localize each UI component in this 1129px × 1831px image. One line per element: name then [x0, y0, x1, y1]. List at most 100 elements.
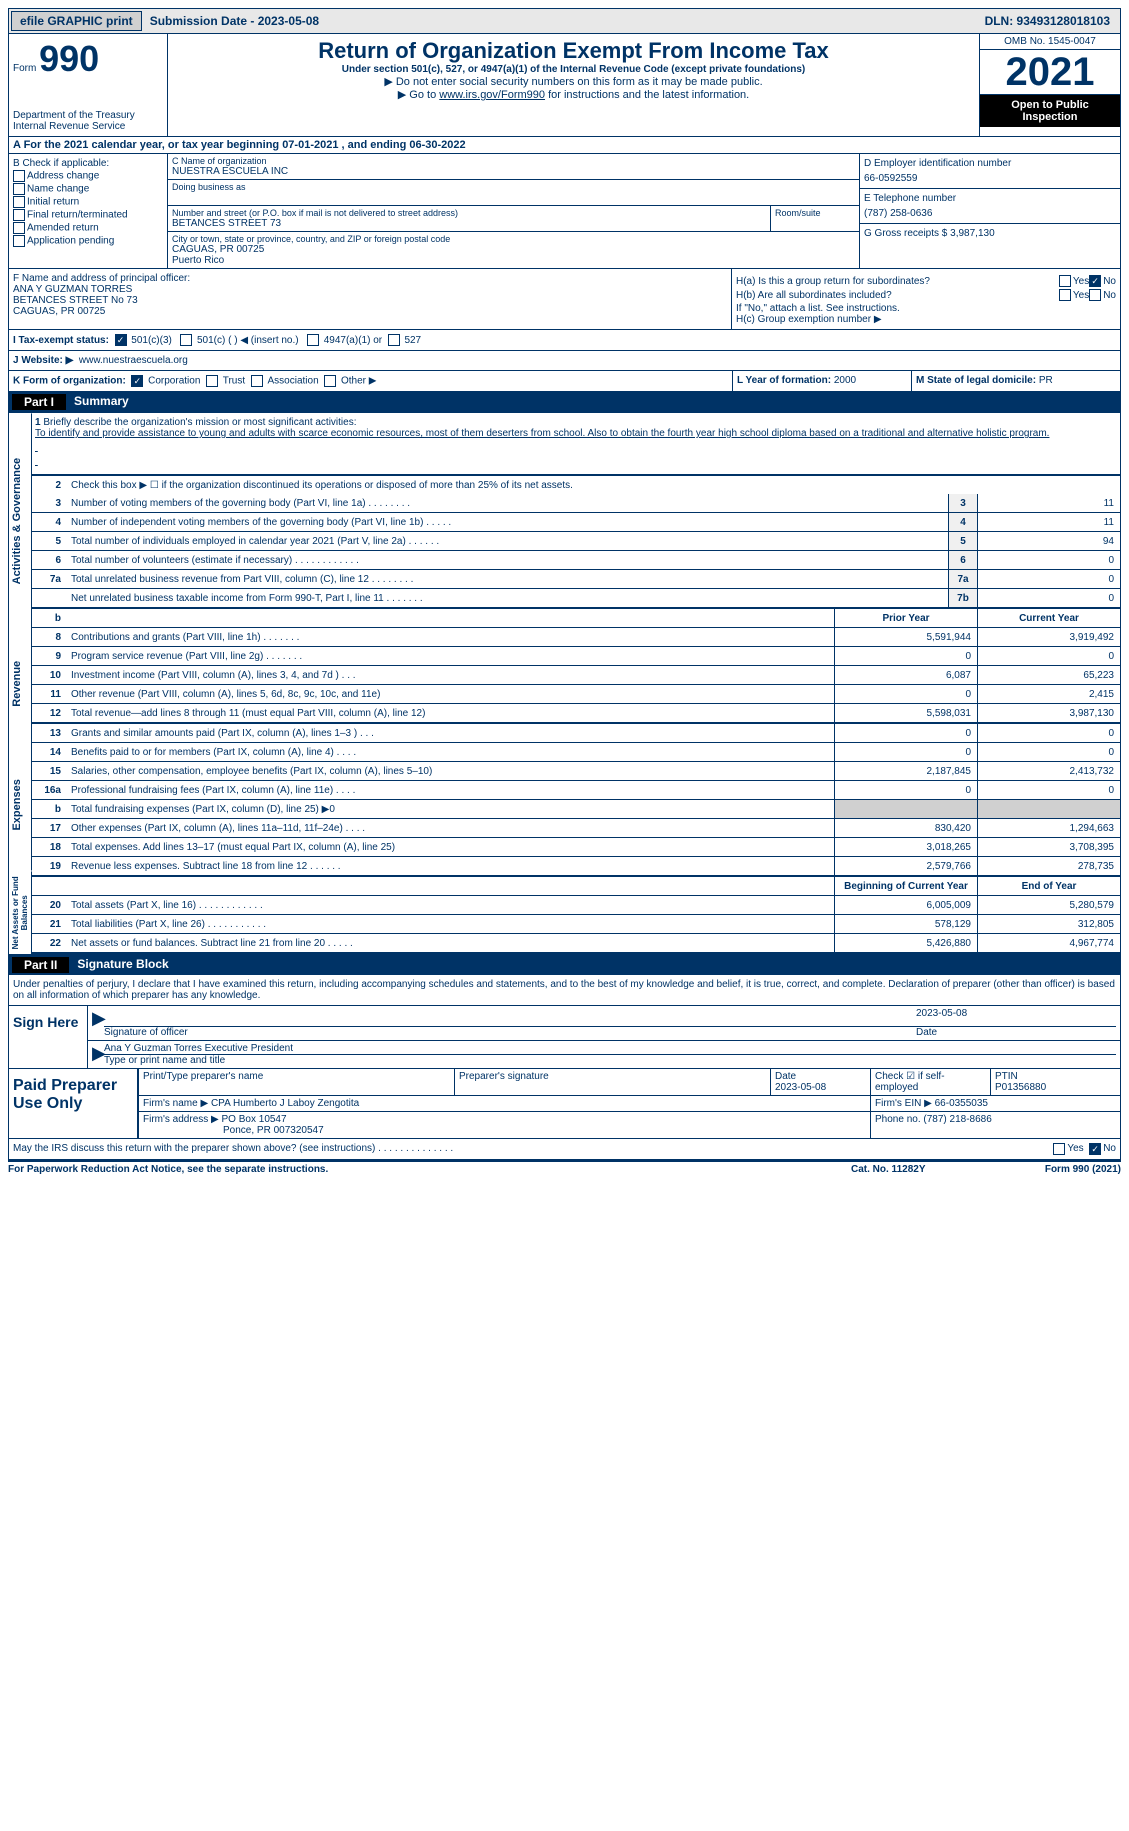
- irs-link[interactable]: www.irs.gov/Form990: [439, 89, 545, 101]
- check-527[interactable]: [388, 334, 400, 346]
- vlabel-netassets: Net Assets or Fund Balances: [9, 871, 32, 954]
- sign-here-label: Sign Here: [9, 1006, 88, 1068]
- date-label: Date: [916, 1027, 1116, 1038]
- summary-line: Net unrelated business taxable income fr…: [31, 588, 1120, 607]
- officer-name: ANA Y GUZMAN TORRES: [13, 284, 727, 295]
- form-header: Form 990 Department of the Treasury Inte…: [8, 34, 1121, 137]
- city-value: CAGUAS, PR 00725: [172, 244, 855, 255]
- row-klm: K Form of organization: ✓ Corporation Tr…: [8, 371, 1121, 392]
- officer-printed-name: Ana Y Guzman Torres Executive President: [104, 1043, 1116, 1055]
- current-year-header: Current Year: [977, 609, 1120, 627]
- f-label: F Name and address of principal officer:: [13, 273, 727, 284]
- form-title: Return of Organization Exempt From Incom…: [172, 38, 975, 64]
- firm-ein: 66-0355035: [935, 1098, 988, 1109]
- vlabel-governance: Activities & Governance: [9, 413, 32, 628]
- street-value: BETANCES STREET 73: [172, 218, 766, 229]
- treasury-label: Department of the Treasury: [13, 110, 163, 121]
- summary-line: 13Grants and similar amounts paid (Part …: [31, 724, 1120, 742]
- paid-preparer-label: Paid Preparer Use Only: [9, 1069, 138, 1138]
- summary-line: 7aTotal unrelated business revenue from …: [31, 569, 1120, 588]
- form-note2: ▶ Go to www.irs.gov/Form990 for instruct…: [172, 88, 975, 101]
- paperwork-notice: For Paperwork Reduction Act Notice, see …: [8, 1164, 851, 1175]
- firm-phone: (787) 218-8686: [923, 1114, 991, 1125]
- dln-number: DLN: 93493128018103: [985, 14, 1118, 28]
- self-employed-check[interactable]: Check ☑ if self-employed: [870, 1069, 990, 1096]
- summary-line: 21Total liabilities (Part X, line 26) . …: [31, 914, 1120, 933]
- part2-header: Part IISignature Block: [8, 955, 1121, 975]
- sig-officer-label: Signature of officer: [104, 1027, 916, 1038]
- penalty-text: Under penalties of perjury, I declare th…: [8, 975, 1121, 1006]
- phone-value: (787) 258-0636: [864, 208, 1116, 219]
- summary-line: 22Net assets or fund balances. Subtract …: [31, 933, 1120, 952]
- efile-button[interactable]: efile GRAPHIC print: [11, 11, 142, 31]
- hb-label: H(b) Are all subordinates included?: [736, 290, 1059, 301]
- summary-table: Activities & Governance Revenue Expenses…: [8, 412, 1121, 955]
- hb-yes-check[interactable]: [1059, 289, 1071, 301]
- discuss-no-check[interactable]: ✓: [1089, 1143, 1101, 1155]
- part1-header: Part ISummary: [8, 392, 1121, 412]
- summary-line: 17Other expenses (Part IX, column (A), l…: [31, 818, 1120, 837]
- name-label: Type or print name and title: [104, 1055, 1116, 1066]
- summary-line: 10Investment income (Part VIII, column (…: [31, 665, 1120, 684]
- firm-name: CPA Humberto J Laboy Zengotita: [211, 1098, 359, 1109]
- check-address-change[interactable]: Address change: [13, 170, 163, 182]
- check-application-pending[interactable]: Application pending: [13, 235, 163, 247]
- state-domicile: PR: [1039, 375, 1053, 386]
- check-trust[interactable]: [206, 375, 218, 387]
- end-year-header: End of Year: [977, 877, 1120, 895]
- preparer-date: 2023-05-08: [775, 1082, 826, 1093]
- row-j: J Website: ▶ www.nuestraescuela.org: [8, 351, 1121, 371]
- summary-line: 11Other revenue (Part VIII, column (A), …: [31, 684, 1120, 703]
- row-i: I Tax-exempt status: ✓ 501(c)(3) 501(c) …: [8, 330, 1121, 351]
- summary-line: 3Number of voting members of the governi…: [31, 494, 1120, 512]
- check-final-return[interactable]: Final return/terminated: [13, 209, 163, 221]
- check-amended-return[interactable]: Amended return: [13, 222, 163, 234]
- phone-label: E Telephone number: [864, 193, 1116, 204]
- summary-line: bTotal fundraising expenses (Part IX, co…: [31, 799, 1120, 818]
- form-word: Form: [13, 63, 36, 74]
- ha-yes-check[interactable]: [1059, 275, 1071, 287]
- ha-no-check[interactable]: ✓: [1089, 275, 1101, 287]
- check-initial-return[interactable]: Initial return: [13, 196, 163, 208]
- year-formation: 2000: [834, 375, 856, 386]
- gross-value: 3,987,130: [950, 228, 995, 239]
- ein-value: 66-0592559: [864, 173, 1116, 184]
- prior-year-header: Prior Year: [834, 609, 977, 627]
- form-note1: ▶ Do not enter social security numbers o…: [172, 75, 975, 88]
- check-501c3[interactable]: ✓: [115, 334, 127, 346]
- vlabel-expenses: Expenses: [9, 740, 32, 871]
- dba-label: Doing business as: [172, 182, 855, 192]
- check-other[interactable]: [324, 375, 336, 387]
- summary-line: 19Revenue less expenses. Subtract line 1…: [31, 856, 1120, 875]
- hb-no-check[interactable]: [1089, 289, 1101, 301]
- summary-line: 5Total number of individuals employed in…: [31, 531, 1120, 550]
- gross-label: G Gross receipts $: [864, 228, 947, 239]
- check-name-change[interactable]: Name change: [13, 183, 163, 195]
- room-label: Room/suite: [771, 206, 859, 231]
- summary-line: 18Total expenses. Add lines 13–17 (must …: [31, 837, 1120, 856]
- sig-date: 2023-05-08: [916, 1008, 1116, 1027]
- paid-preparer-block: Paid Preparer Use Only Print/Type prepar…: [8, 1069, 1121, 1139]
- preparer-sig-label: Preparer's signature: [454, 1069, 770, 1096]
- summary-line: 6Total number of volunteers (estimate if…: [31, 550, 1120, 569]
- officer-street: BETANCES STREET No 73: [13, 295, 727, 306]
- officer-city: CAGUAS, PR 00725: [13, 306, 727, 317]
- check-corp[interactable]: ✓: [131, 375, 143, 387]
- summary-line: 14Benefits paid to or for members (Part …: [31, 742, 1120, 761]
- preparer-name-label: Print/Type preparer's name: [138, 1069, 454, 1096]
- org-name: NUESTRA ESCUELA INC: [172, 166, 855, 177]
- vlabel-revenue: Revenue: [9, 628, 32, 740]
- may-irs-discuss: May the IRS discuss this return with the…: [8, 1139, 1121, 1160]
- begin-year-header: Beginning of Current Year: [834, 877, 977, 895]
- check-assoc[interactable]: [251, 375, 263, 387]
- summary-line: 9Program service revenue (Part VIII, lin…: [31, 646, 1120, 665]
- block-fgh: F Name and address of principal officer:…: [8, 269, 1121, 330]
- check-4947[interactable]: [307, 334, 319, 346]
- ha-label: H(a) Is this a group return for subordin…: [736, 276, 1059, 287]
- sign-arrow-icon: ▶: [92, 1008, 104, 1038]
- discuss-yes-check[interactable]: [1053, 1143, 1065, 1155]
- mission-text: To identify and provide assistance to yo…: [35, 428, 1116, 442]
- top-bar: efile GRAPHIC print Submission Date - 20…: [8, 8, 1121, 34]
- public-inspection: Open to Public Inspection: [980, 95, 1120, 127]
- check-501c[interactable]: [180, 334, 192, 346]
